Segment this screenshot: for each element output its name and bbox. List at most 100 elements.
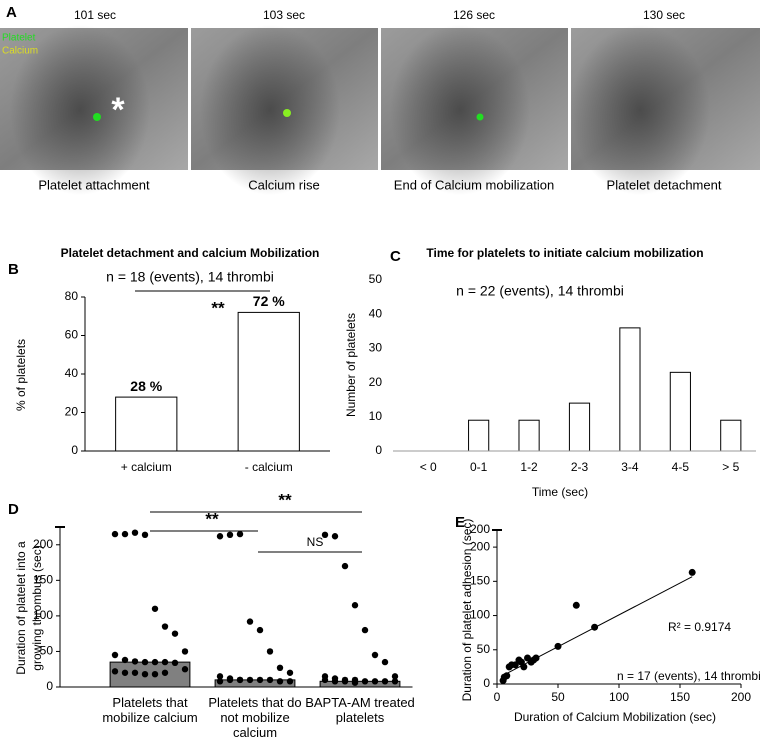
data-point — [151, 671, 159, 678]
y-tick-label: 0 — [483, 676, 490, 690]
frame-time: 130 sec — [643, 8, 685, 22]
chart-subtitle: n = 18 (events), 14 thrombi — [106, 269, 274, 285]
data-point — [391, 678, 399, 685]
bar — [518, 419, 540, 452]
significance-label: NS — [307, 535, 324, 549]
data-point — [171, 659, 179, 667]
data-point — [216, 673, 224, 680]
data-point — [286, 669, 294, 676]
data-point — [591, 623, 599, 631]
x-tick-label: 150 — [670, 690, 690, 704]
y-tick-label: 10 — [369, 409, 383, 423]
data-point — [371, 678, 379, 685]
y-tick-label: 20 — [369, 375, 383, 389]
data-point — [121, 669, 129, 676]
data-point — [503, 672, 511, 680]
data-point — [151, 658, 159, 666]
data-point — [246, 618, 254, 625]
data-point — [572, 601, 580, 609]
data-point — [276, 678, 284, 685]
y-axis-label: Number of platelets — [344, 313, 358, 417]
data-point — [351, 679, 359, 686]
y-tick-label: 0 — [46, 679, 53, 693]
x-tick-label: 200 — [731, 690, 751, 704]
y-axis-label: Duration of platelet adhesion (sec) — [460, 519, 474, 702]
frame-time: 101 sec — [74, 8, 116, 22]
data-point — [286, 678, 294, 685]
bar — [115, 396, 178, 452]
data-point — [226, 531, 234, 539]
data-point — [121, 656, 129, 664]
data-point — [246, 676, 254, 684]
y-tick-label: 0 — [375, 443, 382, 457]
data-point — [111, 651, 119, 659]
x-tick-label: 50 — [551, 690, 565, 704]
data-point — [131, 669, 139, 676]
marker: * — [111, 91, 125, 129]
bar — [720, 419, 742, 452]
panel-label: A — [6, 4, 17, 21]
y-tick-label: 20 — [65, 405, 79, 419]
data-point — [236, 676, 244, 684]
x-axis-label: Time (sec) — [532, 485, 588, 499]
data-point — [351, 602, 359, 609]
data-point — [236, 530, 244, 538]
data-point — [111, 530, 119, 538]
x-tick-label: 100 — [609, 690, 629, 704]
frame-time: 126 sec — [453, 8, 495, 22]
x-tick-label: Platelets that mobilize calcium — [102, 695, 198, 725]
bar — [468, 419, 490, 452]
data-point — [331, 678, 339, 685]
x-tick-label: Platelets that do not mobilize calcium — [208, 695, 302, 740]
x-tick-label: + calcium — [121, 460, 172, 474]
x-axis-label: Duration of Calcium Mobilization (sec) — [514, 710, 716, 724]
y-axis-label: Duration of platelet into a — [14, 541, 28, 675]
bar — [237, 311, 300, 452]
micrograph — [0, 25, 188, 195]
data-point — [331, 533, 339, 540]
data-point — [266, 676, 274, 684]
y-tick-label: 200 — [33, 537, 53, 551]
data-point — [226, 676, 234, 684]
x-tick-label: < 0 — [420, 460, 437, 474]
data-point — [321, 531, 329, 539]
panel-label: C — [390, 248, 401, 265]
x-tick-label: 1-2 — [520, 460, 538, 474]
x-tick-label: 4-5 — [672, 460, 690, 474]
data-point — [111, 668, 119, 675]
data-point — [171, 630, 179, 637]
data-point — [131, 658, 139, 665]
y-tick-label: 50 — [369, 272, 383, 286]
data-point — [131, 529, 139, 536]
annotation: n = 17 (events), 14 thrombi — [617, 669, 760, 683]
y-tick-label: 200 — [470, 539, 490, 553]
data-point — [181, 666, 189, 673]
data-point — [341, 678, 349, 685]
panel-label: E — [455, 514, 465, 531]
bar — [568, 402, 591, 452]
axis-break-label: 200 — [470, 522, 490, 536]
data-point — [361, 678, 369, 685]
data-point — [216, 533, 224, 540]
data-point — [256, 626, 264, 634]
frame-caption: Platelet detachment — [607, 177, 722, 192]
data-point — [381, 678, 389, 685]
y-tick-label: 80 — [65, 289, 79, 303]
significance-label: ** — [278, 490, 292, 509]
data-point — [520, 663, 528, 671]
micrograph — [381, 25, 568, 195]
annotation: R² = 0.9174 — [668, 620, 731, 634]
bar — [669, 371, 691, 452]
data-point — [381, 658, 389, 666]
x-tick-label: 0 — [494, 690, 501, 704]
data-point — [161, 669, 169, 676]
x-tick-label: 3-4 — [621, 460, 639, 474]
panel-label: D — [8, 501, 19, 518]
data-point — [688, 568, 696, 576]
x-tick-label: - calcium — [245, 460, 293, 474]
y-tick-label: 30 — [369, 341, 383, 355]
legend-entry: Calcium — [2, 46, 38, 57]
y-tick-label: 40 — [65, 366, 79, 380]
chart-title: Platelet detachment and calcium Mobiliza… — [61, 246, 320, 260]
